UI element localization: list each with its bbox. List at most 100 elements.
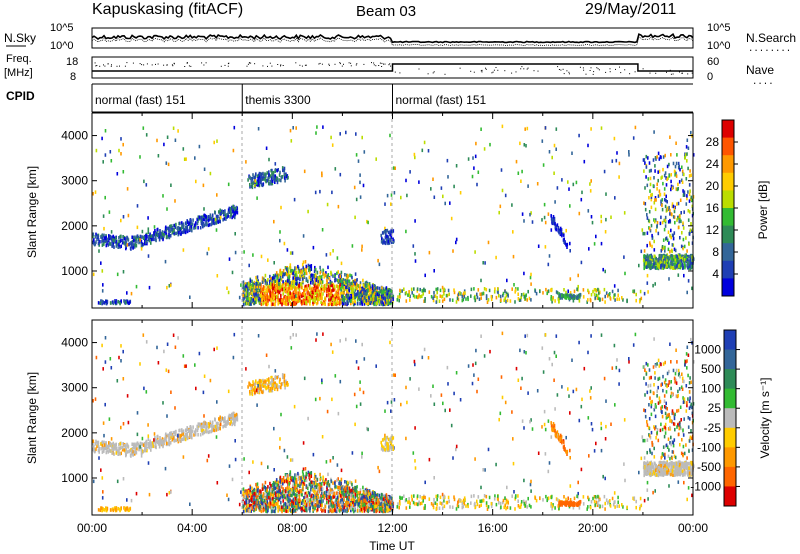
echo-cell — [133, 450, 135, 454]
echo-cell — [507, 294, 509, 298]
echo-cell — [268, 295, 270, 299]
echo-cell — [142, 443, 145, 447]
echo-cell — [256, 275, 259, 279]
echo-cell — [262, 378, 264, 383]
echo-cell — [307, 263, 310, 268]
echo-cell — [647, 290, 649, 294]
echo-cell — [219, 215, 222, 220]
echo-cell — [672, 234, 675, 238]
nave-dot — [339, 63, 341, 65]
echo-cell — [118, 443, 120, 447]
echo-cell — [267, 285, 269, 290]
echo-cell — [289, 291, 291, 295]
echo-cell — [259, 285, 262, 290]
echo-cell — [686, 159, 688, 163]
echo-cell — [172, 229, 175, 233]
echo-cell — [114, 300, 117, 305]
echo-cell — [145, 133, 148, 137]
echo-cell — [179, 228, 182, 232]
echo-cell — [340, 287, 342, 291]
echo-cell — [461, 298, 464, 303]
echo-cell — [371, 284, 374, 288]
echo-cell — [670, 259, 672, 263]
echo-cell — [246, 292, 249, 297]
echo-cell — [146, 441, 148, 446]
echo-cell — [317, 283, 320, 287]
echo-cell — [557, 297, 560, 301]
echo-cell — [334, 167, 337, 171]
echo-cell — [126, 243, 129, 247]
echo-cell — [599, 297, 601, 301]
echo-cell — [309, 302, 311, 306]
echo-cell — [132, 245, 134, 249]
echo-cell — [649, 254, 652, 259]
echo-cell — [301, 292, 304, 296]
echo-cell — [295, 276, 298, 280]
echo-cell — [232, 206, 234, 211]
nave-dot — [116, 65, 118, 67]
echo-cell — [645, 265, 648, 269]
echo-cell — [386, 193, 389, 198]
echo-cell — [152, 237, 154, 241]
echo-cell — [563, 288, 565, 292]
echo-cell — [391, 230, 394, 234]
echo-cell — [174, 432, 176, 437]
echo-cell — [247, 283, 250, 287]
echo-cell — [277, 289, 279, 293]
echo-cell — [664, 245, 666, 250]
echo-cell — [279, 268, 282, 273]
echo-cell — [147, 227, 150, 231]
echo-cell — [327, 265, 329, 270]
nave-dot — [249, 62, 250, 64]
echo-cell — [326, 202, 329, 207]
echo-cell — [170, 431, 172, 435]
echo-cell — [669, 212, 671, 216]
echo-cell — [264, 384, 266, 389]
echo-cell — [140, 446, 143, 451]
echo-cell — [113, 452, 115, 456]
echo-cell — [520, 179, 522, 183]
nave-dot — [378, 65, 380, 66]
echo-cell — [257, 182, 260, 187]
nave-dot — [590, 67, 592, 69]
echo-cell — [470, 287, 473, 292]
echo-cell — [318, 280, 321, 284]
echo-cell — [190, 219, 192, 224]
echo-cell — [295, 294, 297, 298]
echo-cell — [282, 285, 284, 289]
echo-cell — [271, 388, 274, 393]
nave-dot — [356, 63, 358, 65]
echo-cell — [198, 422, 201, 426]
echo-cell — [164, 226, 167, 231]
echo-cell — [521, 212, 524, 216]
echo-cell — [146, 448, 148, 453]
echo-cell — [688, 266, 690, 270]
echo-cell — [189, 431, 192, 436]
echo-cell — [354, 281, 356, 285]
echo-cell — [290, 295, 292, 300]
echo-cell — [501, 188, 504, 193]
echo-cell — [368, 293, 370, 298]
echo-cell — [339, 279, 341, 283]
echo-cell — [270, 277, 272, 281]
echo-cell — [552, 217, 554, 221]
echo-cell — [435, 287, 437, 292]
echo-cell — [269, 294, 272, 298]
echo-cell — [664, 220, 667, 224]
echo-cell — [685, 236, 687, 240]
echo-cell — [325, 286, 328, 291]
echo-cell — [673, 209, 676, 214]
echo-cell — [314, 299, 316, 303]
echo-cell — [384, 236, 387, 240]
echo-cell — [268, 377, 270, 381]
echo-cell — [569, 241, 571, 246]
echo-cell — [428, 290, 431, 294]
echo-cell — [255, 275, 257, 280]
echo-cell — [684, 263, 686, 267]
echo-cell — [269, 387, 272, 391]
echo-cell — [340, 298, 342, 303]
echo-cell — [514, 300, 516, 304]
echo-cell — [654, 198, 656, 202]
echo-cell — [565, 228, 567, 233]
